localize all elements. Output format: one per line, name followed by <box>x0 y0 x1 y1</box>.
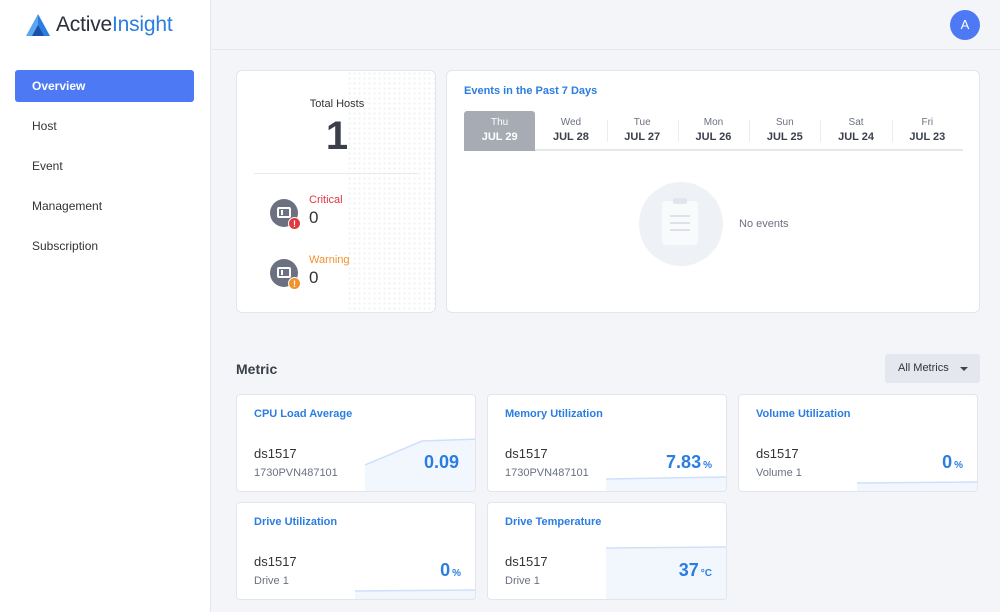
metric-card-value: 0.09 <box>423 452 459 472</box>
sidebar-item-overview[interactable]: Overview <box>15 70 194 102</box>
tab-day-fri[interactable]: Fri JUL 23 <box>891 111 963 151</box>
metric-card-host: ds1517 <box>756 446 799 461</box>
metric-card-value: 37 °C <box>678 560 712 580</box>
day-tabs: Thu JUL 29 Wed JUL 28 Tue JUL 27 Mon JUL… <box>464 111 963 151</box>
tab-day-mon[interactable]: Mon JUL 26 <box>677 111 749 151</box>
tab-day-tue[interactable]: Tue JUL 27 <box>606 111 678 151</box>
metric-card-host: ds1517 <box>505 554 548 569</box>
warning-count: 0 <box>309 268 319 287</box>
warning-label: Warning <box>309 254 350 266</box>
metric-card-drive-temperature[interactable]: Drive Temperature ds1517 Drive 1 37 °C <box>487 502 727 600</box>
total-hosts-value[interactable]: 1 <box>325 114 349 158</box>
tab-day-thu[interactable]: Thu JUL 29 <box>464 111 536 151</box>
tab-day-wed[interactable]: Wed JUL 28 <box>552 117 589 143</box>
user-avatar[interactable]: A <box>950 10 980 40</box>
metric-card-sub: 1730PVN487101 <box>254 467 338 479</box>
critical-label: Critical <box>309 194 343 206</box>
caret-down-icon <box>960 367 968 371</box>
metric-card-title: Drive Utilization <box>254 516 338 528</box>
tab-day-sun[interactable]: Sun JUL 25 <box>749 111 820 151</box>
sidebar-item-event[interactable]: Event <box>32 159 63 173</box>
sidebar: ActiveInsight Overview Host Event Manage… <box>0 0 211 612</box>
brand-name: ActiveInsight <box>56 13 173 36</box>
divider <box>254 173 418 174</box>
sidebar-item-subscription[interactable]: Subscription <box>32 239 99 253</box>
events-title: Events in the Past 7 Days <box>464 85 598 97</box>
events-card: Events in the Past 7 Days Thu JUL 29 Wed… <box>446 70 980 313</box>
metric-filter-label: All Metrics <box>898 362 949 374</box>
metric-card-title: Drive Temperature <box>505 516 602 528</box>
metric-card-host: ds1517 <box>505 446 548 461</box>
metric-card-value: 7.83% <box>666 452 712 472</box>
metric-card-host: ds1517 <box>254 446 297 461</box>
hosts-summary-card: Total Hosts 1 ! Critical 0 ! Warning 0 <box>236 70 436 313</box>
metric-card-value: 0% <box>440 560 461 580</box>
world-map-decoration <box>347 71 435 312</box>
metric-card-memory[interactable]: Memory Utilization ds1517 1730PVN487101 … <box>487 394 727 492</box>
metric-card-sub: Drive 1 <box>505 575 540 587</box>
activeinsight-logo-icon <box>26 14 50 36</box>
metric-card-drive-utilization[interactable]: Drive Utilization ds1517 Drive 1 0% <box>236 502 476 600</box>
metric-card-host: ds1517 <box>254 554 297 569</box>
critical-count: 0 <box>309 208 319 227</box>
top-bar: A <box>212 0 1000 50</box>
metric-section-title: Metric <box>236 361 278 377</box>
metric-card-volume[interactable]: Volume Utilization ds1517 Volume 1 0% <box>738 394 978 492</box>
metric-card-cpu[interactable]: CPU Load Average ds1517 1730PVN487101 0.… <box>236 394 476 492</box>
warning-icon: ! <box>288 277 301 290</box>
metric-card-title: Volume Utilization <box>756 408 851 420</box>
metric-filter-dropdown[interactable]: All Metrics <box>885 354 980 383</box>
tab-day-sat[interactable]: Sat JUL 24 <box>820 111 891 151</box>
alert-icon: ! <box>288 217 301 230</box>
brand-logo[interactable]: ActiveInsight <box>26 13 173 37</box>
metric-card-title: Memory Utilization <box>505 408 603 420</box>
server-critical-icon: ! <box>270 199 301 230</box>
sidebar-nav: Overview Host Event Management Subscript… <box>15 70 194 270</box>
no-events-text: No events <box>739 218 789 230</box>
total-hosts-label: Total Hosts <box>309 98 365 110</box>
sidebar-item-host[interactable]: Host <box>32 119 57 133</box>
sidebar-item-management[interactable]: Management <box>32 199 103 213</box>
metric-card-sub: 1730PVN487101 <box>505 467 589 479</box>
metric-card-sub: Drive 1 <box>254 575 289 587</box>
server-warning-icon: ! <box>270 259 301 290</box>
metric-card-value: 0% <box>942 452 963 472</box>
metric-card-title: CPU Load Average <box>254 408 353 420</box>
metric-card-sub: Volume 1 <box>756 467 802 479</box>
empty-clipboard-icon <box>639 182 723 266</box>
